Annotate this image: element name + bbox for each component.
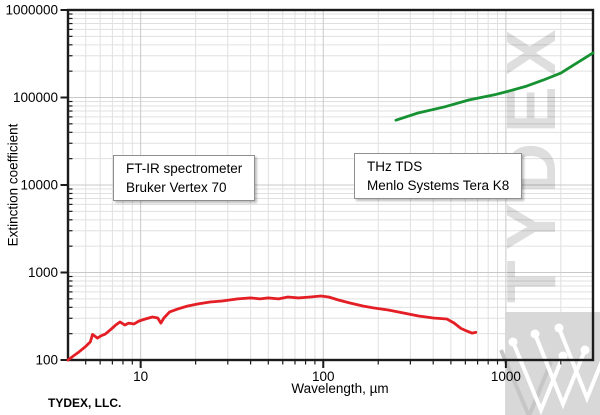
x-tick-label: 10 xyxy=(133,369,148,384)
x-axis-title: Wavelength, µm xyxy=(291,381,389,396)
y-tick-label: 1000000 xyxy=(5,3,58,18)
annotation-thz-line1: THz TDS xyxy=(367,159,423,174)
tydex-w-logo-icon xyxy=(499,312,600,415)
y-tick-label: 10000 xyxy=(20,178,58,193)
footer-company: TYDEX, LLC. xyxy=(48,396,122,410)
axis-ticks xyxy=(60,9,562,368)
y-tick-label: 100 xyxy=(35,353,58,368)
logo-gray-strokes xyxy=(499,349,553,415)
annotation-ftir-line2: Bruker Vertex 70 xyxy=(126,180,227,195)
data-series xyxy=(66,51,595,362)
y-tick-label: 100000 xyxy=(13,90,58,105)
y-axis-title: Extinction coefficient xyxy=(5,123,21,247)
y-tick-label: 1000 xyxy=(28,265,58,280)
x-tick-label: 100 xyxy=(312,369,335,384)
logo-white-strokes xyxy=(511,327,600,415)
logo-dots xyxy=(508,323,590,361)
annotation-thz: THz TDS Menlo Systems Tera K8 xyxy=(354,153,523,199)
annotation-ftir-line1: FT-IR spectrometer xyxy=(126,161,243,176)
annotation-ftir: FT-IR spectrometer Bruker Vertex 70 xyxy=(113,155,256,201)
series-line-0 xyxy=(66,294,478,362)
annotation-thz-line2: Menlo Systems Tera K8 xyxy=(367,178,510,193)
x-tick-label: 1000 xyxy=(491,369,521,384)
axis-tick-labels: 10 100 1000 100 1000 10000 100000 1000000 xyxy=(5,3,520,385)
series-line-1 xyxy=(394,51,595,122)
